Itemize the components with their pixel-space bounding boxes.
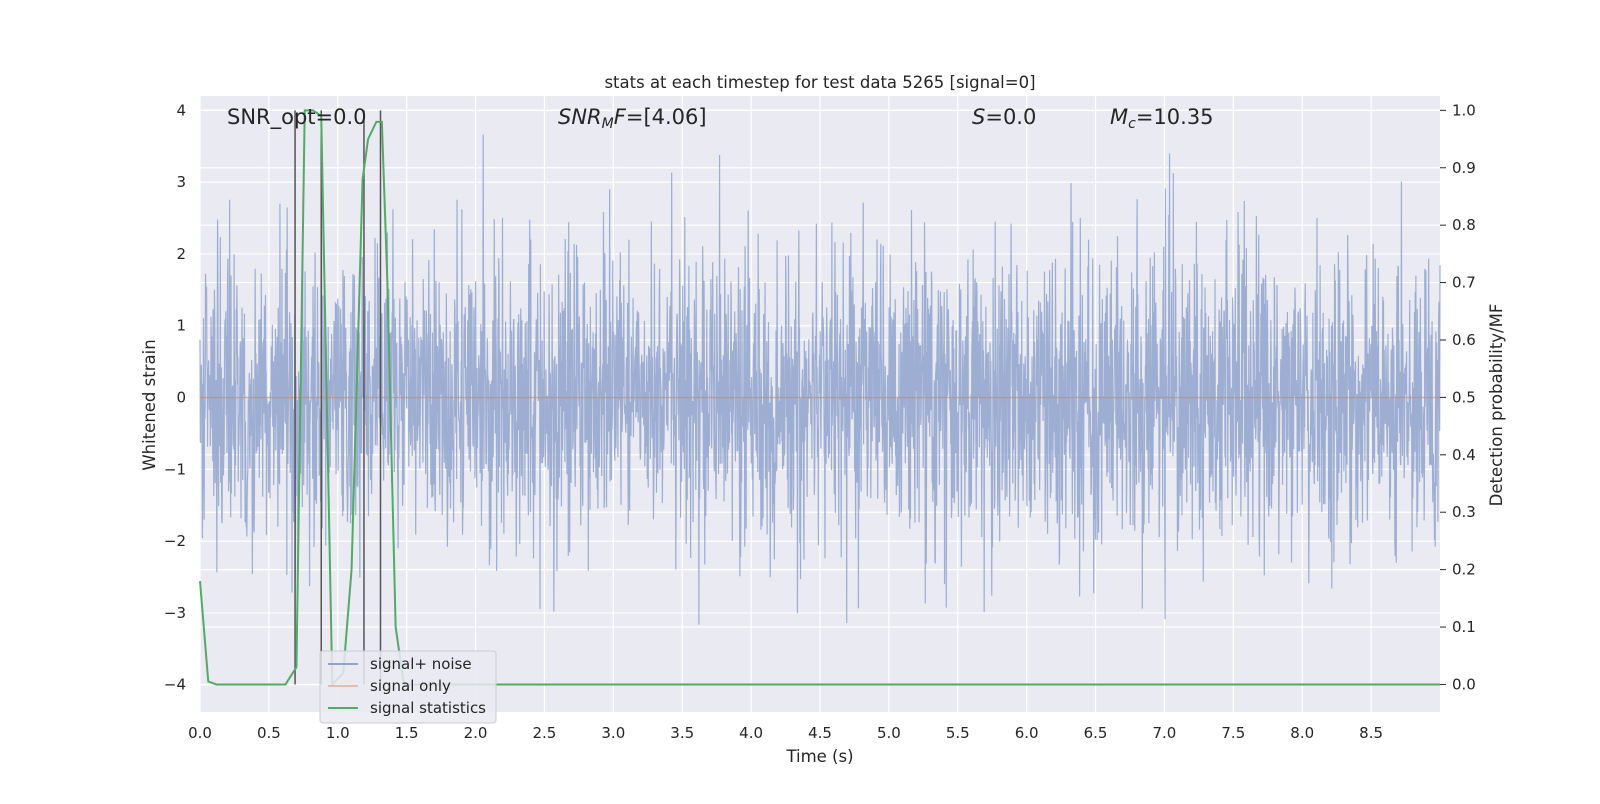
x-tick-label: 2.0 [464, 724, 488, 742]
legend: signal+ noise signal only signal statist… [319, 650, 497, 724]
x-tick-label: 8.5 [1359, 724, 1383, 742]
x-axis-label: Time (s) [785, 747, 853, 766]
x-tick-label: 5.0 [877, 724, 901, 742]
x-tick-label: 7.5 [1221, 724, 1245, 742]
annotation-mc-value: =10.35 [1136, 105, 1214, 129]
x-tick-label: 3.0 [601, 724, 625, 742]
x-tick-label: 1.0 [326, 724, 350, 742]
y-right-tick-label: 0.6 [1452, 331, 1476, 349]
svg-text:SNRMF=[4.06]: SNRMF=[4.06] [558, 105, 707, 132]
y-right-tick-label: 0.1 [1452, 618, 1476, 636]
y-left-tick-label: −4 [164, 676, 186, 694]
y-right-tick-label: 0.4 [1452, 446, 1476, 464]
x-tick-label: 4.0 [739, 724, 763, 742]
y-left-tick-label: −1 [164, 460, 186, 478]
y-right-tick-label: 0.3 [1452, 503, 1476, 521]
y-right-tick-label: 0.9 [1452, 159, 1476, 177]
y-right-tick-label: 0.2 [1452, 561, 1476, 579]
x-tick-label: 1.5 [395, 724, 419, 742]
x-tick-label: 0.5 [257, 724, 281, 742]
x-tick-label: 6.5 [1084, 724, 1108, 742]
legend-box [319, 650, 497, 724]
y-right-tick-label: 0.5 [1452, 388, 1476, 406]
x-tick-label: 4.5 [808, 724, 832, 742]
statistics-line [199, 109, 1440, 687]
y-axis-right-label: Detection probability/MF [1487, 304, 1506, 507]
annotation-s: S=0.0 [972, 105, 1036, 129]
legend-label-signal-only: signal only [370, 677, 451, 695]
signal-noise-series [199, 134, 1441, 625]
x-tick-label: 7.0 [1153, 724, 1177, 742]
y-left-tick-label: 4 [176, 101, 186, 119]
y-left-tick-label: 3 [176, 173, 186, 191]
chart-title: stats at each timestep for test data 526… [604, 73, 1035, 92]
y-right-tick-label: 0.0 [1452, 675, 1476, 693]
x-tick-label: 6.0 [1015, 724, 1039, 742]
y-left-tick-label: −3 [164, 604, 186, 622]
y-left-tick-label: 2 [176, 245, 186, 263]
y-right-tick-label: 0.7 [1452, 274, 1476, 292]
svg-text:S=0.0: S=0.0 [972, 105, 1036, 129]
x-tick-label: 8.0 [1290, 724, 1314, 742]
svg-text:Mc=10.35: Mc=10.35 [1110, 105, 1214, 132]
x-tick-labels: 0.0 0.5 1.0 1.5 2.0 2.5 3.0 3.5 4.0 4.5 5.0 5.5 6.0 6… [188, 724, 1383, 742]
legend-label-noise: signal+ noise [370, 655, 472, 673]
y-left-tick-label: 1 [176, 317, 186, 335]
vertical-markers [294, 110, 382, 685]
y-left-tick-label: 0 [176, 389, 186, 407]
x-tick-label: 5.5 [946, 724, 970, 742]
y-right-tick-label: 1.0 [1452, 101, 1476, 119]
signal-statistics-series [199, 109, 1440, 687]
annotation-s-value: =0.0 [985, 105, 1036, 129]
legend-label-statistics: signal statistics [370, 699, 486, 717]
x-tick-label: 2.5 [533, 724, 557, 742]
y-left-tick-labels: −4 −3 −2 −1 0 1 2 3 4 [164, 101, 186, 693]
y-axis-left-label: Whitened strain [140, 339, 159, 470]
y-right-tick-label: 0.8 [1452, 216, 1476, 234]
annotation-snr-opt: SNR_opt=0.0 [227, 105, 367, 130]
y-left-tick-label: −2 [164, 532, 186, 550]
noise-line [199, 134, 1441, 625]
annotation-snr-mf-value: [4.06] [643, 105, 706, 129]
annotation-mc: Mc=10.35 [1110, 105, 1214, 132]
x-tick-label: 3.5 [670, 724, 694, 742]
annotation-snr-mf: SNRMF=[4.06] [558, 105, 707, 132]
x-tick-label: 0.0 [188, 724, 212, 742]
y-right-tick-labels: 0.0 0.1 0.2 0.3 0.4 0.5 0.6 0.7 0.8 0.9 1.0 [1440, 101, 1476, 693]
